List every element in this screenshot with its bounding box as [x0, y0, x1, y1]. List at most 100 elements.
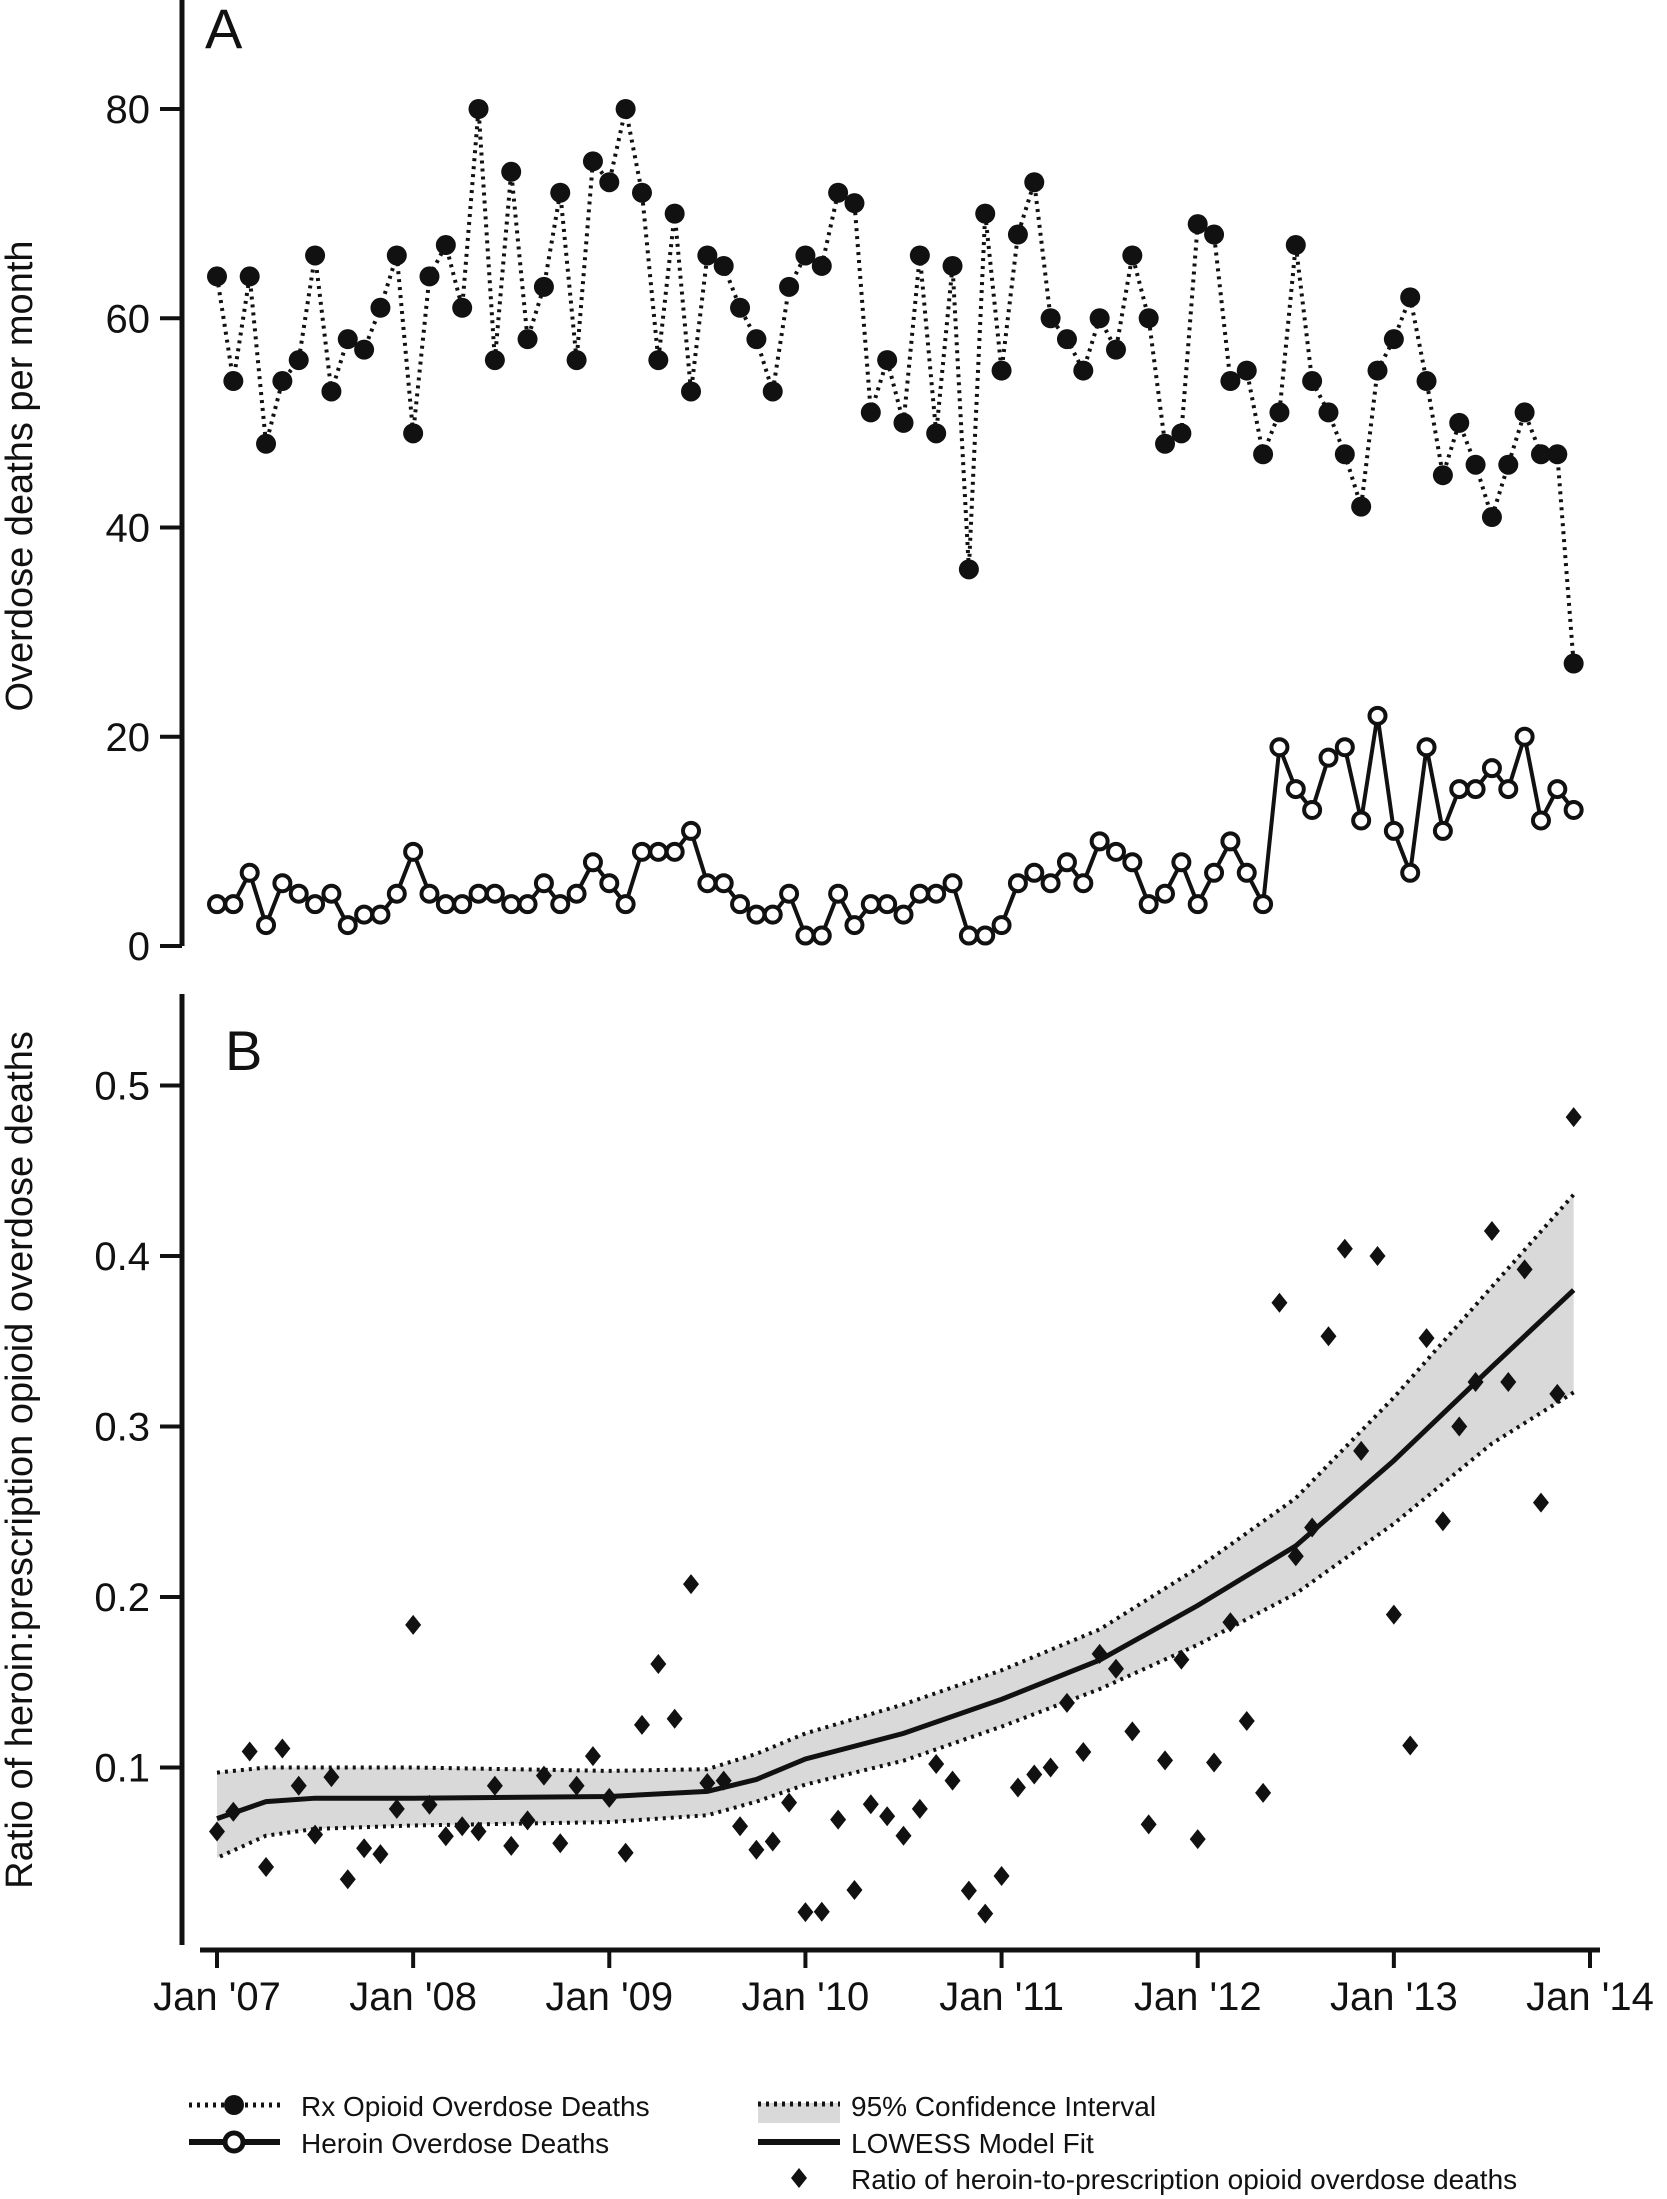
y-tick-label: 40 — [106, 507, 151, 551]
heroin-point — [1367, 705, 1388, 726]
rx-point — [730, 297, 751, 318]
ratio-point — [1467, 1372, 1484, 1393]
heroin-point — [550, 894, 571, 915]
x-tick-label: Jan '12 — [1134, 1975, 1262, 2019]
rx-point — [681, 381, 702, 402]
panel-a: 0 20 40 60 80 — [106, 0, 1584, 969]
panel-a-label: A — [205, 0, 243, 60]
rx-point — [550, 182, 571, 203]
heroin-point — [1563, 799, 1584, 820]
heroin-point — [1498, 779, 1519, 800]
legend-ratio-symbol — [791, 2168, 807, 2188]
ratio-point — [1434, 1511, 1451, 1532]
x-tick-label: Jan '10 — [742, 1975, 870, 2019]
rx-point — [386, 245, 407, 266]
heroin-point — [1138, 894, 1159, 915]
heroin-point — [1007, 873, 1028, 894]
ratio-point — [1402, 1735, 1419, 1756]
ratio-point — [797, 1902, 814, 1923]
heroin-point — [926, 883, 947, 904]
ratio-point — [1173, 1649, 1190, 1670]
heroin-point — [1416, 737, 1437, 758]
rx-point — [1122, 245, 1143, 266]
rx-point — [1498, 454, 1519, 475]
rx-point — [1024, 172, 1045, 193]
heroin-point — [1547, 779, 1568, 800]
ratio-point — [1238, 1711, 1255, 1731]
legend-ci-label: 95% Confidence Interval — [851, 2091, 1156, 2122]
heroin-point — [779, 883, 800, 904]
rx-point — [991, 360, 1012, 381]
heroin-point — [811, 925, 832, 946]
ratio-point — [405, 1614, 422, 1635]
ratio-point — [1058, 1692, 1075, 1713]
heroin-point — [1155, 883, 1176, 904]
heroin-point — [1236, 862, 1257, 883]
ratio-point — [1320, 1326, 1337, 1347]
ratio-point — [454, 1816, 471, 1837]
rx-point — [926, 423, 947, 444]
rx-point — [484, 350, 505, 371]
rx-point — [1187, 214, 1208, 235]
ratio-point — [977, 1903, 994, 1924]
ratio-point — [339, 1869, 356, 1890]
heroin-point — [828, 883, 849, 904]
rx-point — [779, 276, 800, 297]
rx-point — [909, 245, 930, 266]
x-tick-label: Jan '08 — [349, 1975, 477, 2019]
heroin-point — [582, 852, 603, 873]
rx-point — [435, 235, 456, 256]
ratio-point — [372, 1844, 389, 1865]
rx-point — [239, 266, 260, 287]
rx-point — [223, 371, 244, 392]
legend-ratio-label: Ratio of heroin-to-prescription opioid o… — [851, 2164, 1517, 2195]
rx-point — [1514, 402, 1535, 423]
heroin-point — [1089, 831, 1110, 852]
heroin-point — [942, 873, 963, 894]
ratio-point — [1075, 1742, 1092, 1762]
heroin-point — [386, 883, 407, 904]
rx-point — [828, 182, 849, 203]
rx-point — [975, 203, 996, 224]
rx-point — [207, 266, 227, 287]
rx-point — [354, 339, 375, 360]
ratio-point — [1271, 1292, 1288, 1313]
rx-point — [452, 297, 473, 318]
ratio-point — [1483, 1221, 1500, 1242]
rx-point — [1318, 402, 1339, 423]
ratio-point — [960, 1880, 977, 1901]
y-tick-label: 0 — [128, 925, 150, 969]
heroin-point — [403, 841, 424, 862]
heroin-point — [1383, 820, 1404, 841]
heroin-point — [1318, 747, 1339, 768]
ratio-point — [1451, 1416, 1468, 1437]
rx-point — [958, 559, 979, 580]
ratio-point — [1124, 1721, 1141, 1742]
ratio-point — [993, 1866, 1010, 1886]
x-tick-label: Jan '11 — [939, 1975, 1064, 2019]
panel-a-ylabel: Overdose deaths per month — [0, 240, 41, 711]
rx-point — [664, 203, 685, 224]
legend: Rx Opioid Overdose Deaths Heroin Overdos… — [189, 2091, 1517, 2195]
rx-point — [1302, 371, 1323, 392]
ratio-point — [1107, 1658, 1124, 1679]
rx-point — [599, 172, 620, 193]
rx-point — [1155, 433, 1176, 454]
heroin-point — [1465, 779, 1486, 800]
ratio-point — [388, 1798, 405, 1819]
rx-point — [1285, 235, 1306, 256]
heroin-point — [484, 883, 505, 904]
rx-point — [713, 255, 734, 276]
ratio-point — [209, 1821, 225, 1842]
heroin-point — [975, 925, 996, 946]
ratio-point — [503, 1835, 520, 1856]
rx-point — [893, 412, 914, 433]
ratio-point — [1287, 1546, 1304, 1567]
heroin-point — [1269, 737, 1290, 758]
rx-point — [1007, 224, 1028, 245]
ratio-point — [748, 1839, 765, 1860]
heroin-point — [746, 904, 767, 925]
rx-point — [1171, 423, 1192, 444]
ratio-point — [1369, 1246, 1386, 1266]
rx-point — [468, 99, 489, 119]
